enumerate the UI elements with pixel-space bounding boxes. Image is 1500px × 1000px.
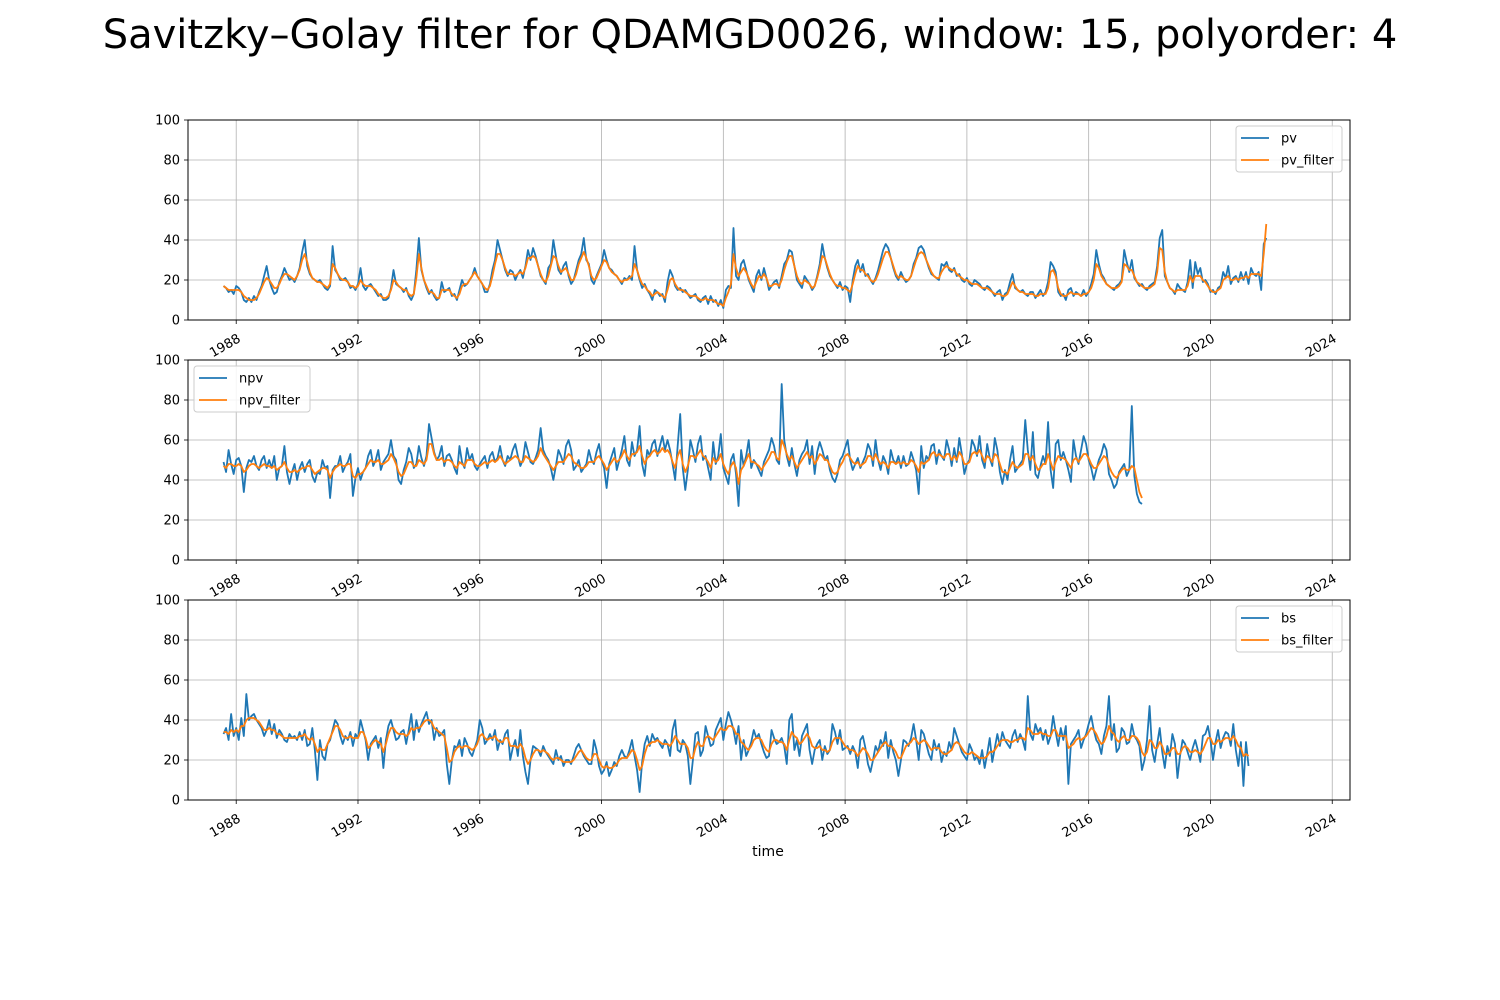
y-tick-label: 100 bbox=[155, 594, 180, 609]
chart-panel-2: 0 20 40 60 80 100 1988 1992 1996 2000 2004 2008 2012… bbox=[155, 354, 1351, 601]
x-tick-label: 2000 bbox=[573, 331, 609, 361]
y-tick-label: 100 bbox=[155, 354, 180, 369]
x-tick-label: 2012 bbox=[938, 331, 974, 361]
x-tick-label: 2008 bbox=[816, 811, 852, 841]
y-tick-label: 40 bbox=[163, 234, 180, 249]
x-tick-label: 1988 bbox=[207, 571, 243, 601]
x-tick-label: 2004 bbox=[694, 571, 730, 601]
x-tick-label: 1988 bbox=[207, 331, 243, 361]
legend: pv pv_filter bbox=[1235, 125, 1343, 173]
y-tick-label: 80 bbox=[163, 394, 180, 409]
y-tick-label: 0 bbox=[172, 794, 180, 809]
x-tick-label: 1996 bbox=[451, 331, 487, 361]
x-tick-label: 2024 bbox=[1303, 331, 1339, 361]
x-tick-label: 2020 bbox=[1181, 571, 1217, 601]
y-tick-label: 0 bbox=[172, 554, 180, 569]
figure-title: Savitzky–Golay filter for QDAMGD0026, wi… bbox=[102, 12, 1398, 58]
legend: npv npv_filter bbox=[193, 365, 311, 413]
x-tick-label: 1992 bbox=[329, 811, 365, 841]
series-line-npv bbox=[222, 383, 1143, 507]
x-tick-label: 2008 bbox=[816, 571, 852, 601]
legend: bs bs_filter bbox=[1235, 605, 1343, 653]
y-tick-label: 40 bbox=[163, 714, 180, 729]
x-tick-label: 2012 bbox=[938, 571, 974, 601]
series-line-pv-filter bbox=[222, 223, 1268, 307]
x-tick-label: 2024 bbox=[1303, 571, 1339, 601]
y-tick-label: 60 bbox=[163, 434, 180, 449]
legend-label: pv bbox=[1281, 132, 1297, 147]
x-tick-label: 2012 bbox=[938, 811, 974, 841]
y-tick-label: 80 bbox=[163, 634, 180, 649]
x-tick-label: 2000 bbox=[573, 811, 609, 841]
x-tick-label: 2020 bbox=[1181, 811, 1217, 841]
axes-frame bbox=[187, 359, 1351, 561]
legend-label: bs_filter bbox=[1281, 634, 1333, 649]
y-tick-label: 80 bbox=[163, 154, 180, 169]
x-tick-label: 1996 bbox=[451, 571, 487, 601]
legend-label: npv_filter bbox=[239, 394, 301, 409]
y-tick-label: 60 bbox=[163, 674, 180, 689]
y-tick-label: 60 bbox=[163, 194, 180, 209]
x-tick-label: 2016 bbox=[1060, 331, 1096, 361]
y-tick-label: 0 bbox=[172, 314, 180, 329]
x-tick-label: 2000 bbox=[573, 571, 609, 601]
y-tick-label: 40 bbox=[163, 474, 180, 489]
series-line-npv-filter bbox=[222, 439, 1143, 499]
x-tick-label: 2020 bbox=[1181, 331, 1217, 361]
x-tick-label: 2004 bbox=[694, 331, 730, 361]
axes-frame bbox=[187, 599, 1351, 801]
x-tick-label: 2004 bbox=[694, 811, 730, 841]
x-tick-label: 1992 bbox=[329, 571, 365, 601]
x-tick-label: 1996 bbox=[451, 811, 487, 841]
y-tick-label: 20 bbox=[163, 514, 180, 529]
x-tick-label: 2016 bbox=[1060, 571, 1096, 601]
x-tick-label: 2008 bbox=[816, 331, 852, 361]
x-axis-label: time bbox=[752, 844, 784, 860]
series-line-bs bbox=[222, 693, 1250, 793]
axes-frame bbox=[187, 119, 1351, 321]
x-tick-label: 2024 bbox=[1303, 811, 1339, 841]
x-tick-label: 1992 bbox=[329, 331, 365, 361]
x-tick-label: 1988 bbox=[207, 811, 243, 841]
y-tick-label: 20 bbox=[163, 754, 180, 769]
chart-panel-3: 0 20 40 60 80 100 1988 1992 1996 2000 2004 2008 2012… bbox=[155, 594, 1351, 860]
legend-label: bs bbox=[1281, 612, 1296, 627]
y-tick-label: 20 bbox=[163, 274, 180, 289]
x-tick-label: 2016 bbox=[1060, 811, 1096, 841]
chart-panel-1: 0 20 40 60 80 100 1988 1992 1996 2000 2004 2008 2012… bbox=[155, 114, 1351, 361]
y-tick-label: 100 bbox=[155, 114, 180, 129]
series-line-bs-filter bbox=[223, 717, 1250, 771]
legend-label: npv bbox=[239, 372, 263, 387]
legend-label: pv_filter bbox=[1281, 154, 1334, 169]
